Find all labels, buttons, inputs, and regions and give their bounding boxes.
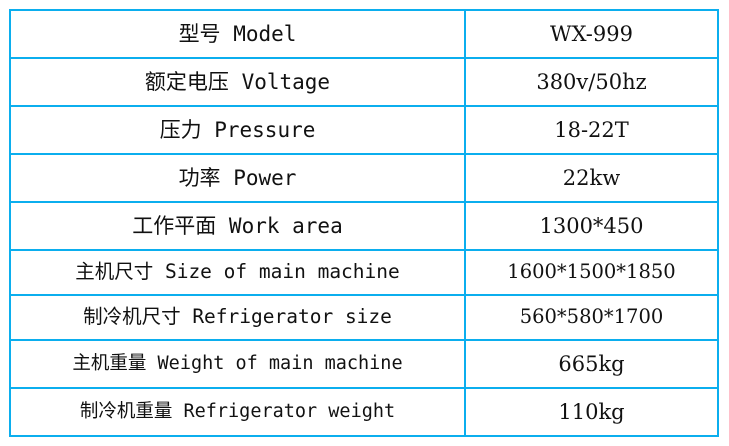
table-row: 额定电压 Voltage 380v/50hz <box>9 57 719 108</box>
row-parameter-label-1: 额定电压 Voltage <box>9 57 466 108</box>
row-parameter-label-4: 工作平面 Work area <box>9 201 466 252</box>
table-row: 功率 Power 22kw <box>9 153 719 204</box>
table-row: 压力 Pressure 18-22T <box>9 105 719 156</box>
row-parameter-label-2: 压力 Pressure <box>9 105 466 156</box>
row-parameter-label-6: 制冷机尺寸 Refrigerator size <box>9 294 466 341</box>
table-row: 制冷机重量 Refrigerator weight 110kg <box>9 386 719 438</box>
row-parameter-label-0: 型号 Model <box>9 8 466 60</box>
spec-table-container: 型号 Model WX-999 额定电压 Voltage 380v/50hz 压… <box>9 8 719 438</box>
table-row: 主机重量 Weight of main machine 665kg <box>9 338 719 389</box>
row-parameter-value-7: 665kg <box>464 338 719 389</box>
row-parameter-value-8: 110kg <box>464 386 719 438</box>
table-row: 工作平面 Work area 1300*450 <box>9 201 719 252</box>
spec-table-body: 型号 Model WX-999 额定电压 Voltage 380v/50hz 压… <box>9 8 719 438</box>
row-parameter-label-7: 主机重量 Weight of main machine <box>9 338 466 389</box>
row-parameter-value-4: 1300*450 <box>464 201 719 252</box>
row-parameter-value-3: 22kw <box>464 153 719 204</box>
row-parameter-label-3: 功率 Power <box>9 153 466 204</box>
table-row: 制冷机尺寸 Refrigerator size 560*580*1700 <box>9 294 719 341</box>
table-row: 主机尺寸 Size of main machine 1600*1500*1850 <box>9 249 719 297</box>
row-parameter-value-2: 18-22T <box>464 105 719 156</box>
row-parameter-value-5: 1600*1500*1850 <box>464 249 719 297</box>
row-parameter-label-5: 主机尺寸 Size of main machine <box>9 249 466 297</box>
specification-table: 型号 Model WX-999 额定电压 Voltage 380v/50hz 压… <box>9 8 719 438</box>
row-parameter-value-1: 380v/50hz <box>464 57 719 108</box>
row-parameter-value-6: 560*580*1700 <box>464 294 719 341</box>
row-parameter-value-0: WX-999 <box>464 8 719 60</box>
table-row: 型号 Model WX-999 <box>9 8 719 60</box>
row-parameter-label-8: 制冷机重量 Refrigerator weight <box>9 386 466 438</box>
